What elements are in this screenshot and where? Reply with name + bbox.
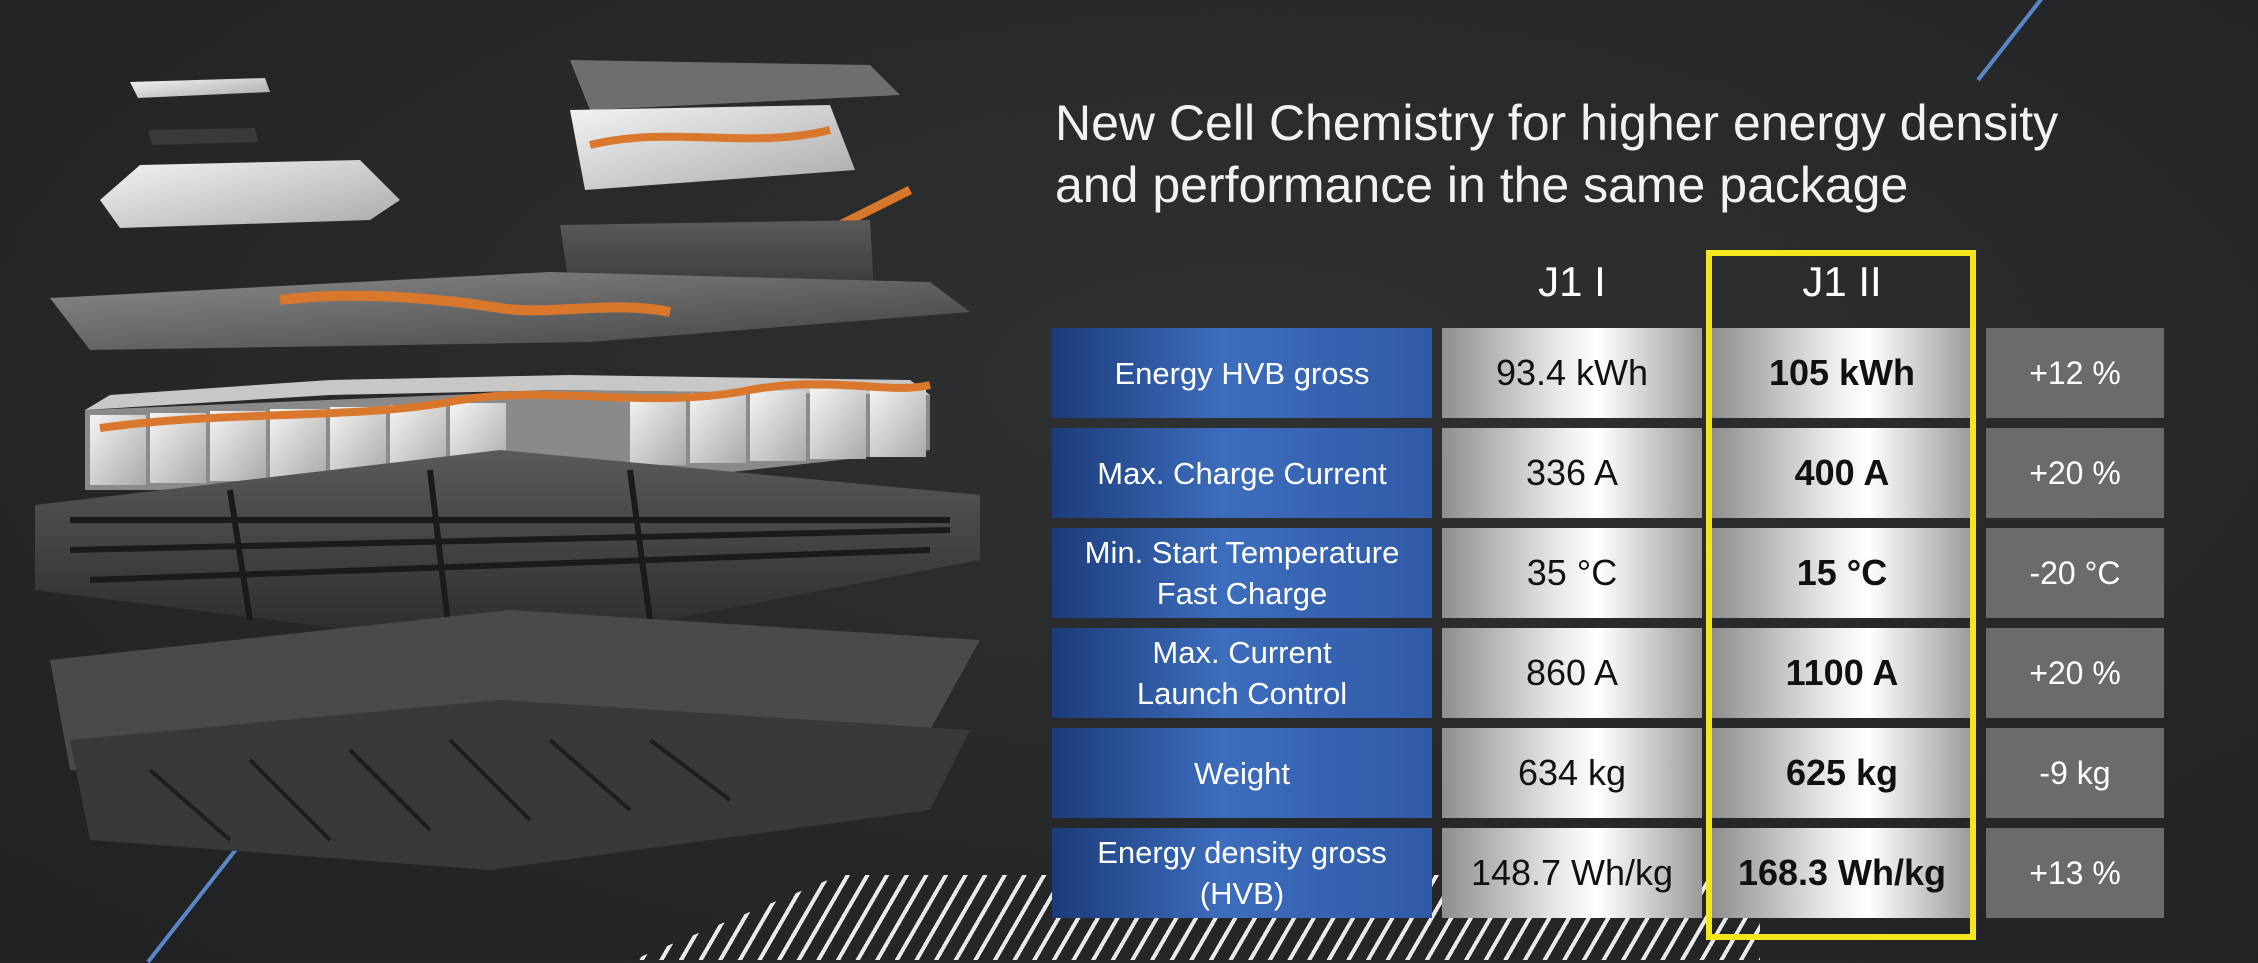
cell-j1ii-weight: 625 kg [1712,728,1972,818]
row-label-max-current-launch-control: Max. Current Launch Control [1052,628,1432,718]
row-label-line-1: Max. Current [1152,635,1332,670]
cell-delta-start-temperature: -20 °C [1986,528,2164,618]
battery-pack-exploded-illustration [35,60,980,870]
cell-j1ii-charge-current: 400 A [1712,428,1972,518]
row-label-line-1: Energy HVB gross [1114,355,1370,391]
row-label-line-2: Launch Control [1136,676,1348,711]
cell-j1i-charge-current: 336 A [1442,428,1702,518]
row-label-line-1: Max. Charge Current [1097,455,1387,491]
column-header-j1i: J1 I [1538,258,1606,305]
cell-j1i-energy-density: 148.7 Wh/kg [1442,828,1702,918]
cell-j1ii-start-temperature: 15 °C [1712,528,1972,618]
row-label-weight: Weight [1052,728,1432,818]
cell-j1i-launch-current: 860 A [1442,628,1702,718]
slide-title: New Cell Chemistry for higher energy den… [1055,92,2205,216]
row-label-max-charge-current: Max. Charge Current [1052,428,1432,518]
row-label-line-1: Weight [1194,755,1290,791]
cell-delta-launch-current: +20 % [1986,628,2164,718]
accent-line-top [1976,0,2054,82]
row-label-line-2: Fast Charge [1156,576,1328,611]
slide-title-line-2: and performance in the same package [1055,157,1909,213]
cell-j1ii-energy: 105 kWh [1712,328,1972,418]
cell-delta-energy: +12 % [1986,328,2164,418]
cell-j1ii-launch-current: 1100 A [1712,628,1972,718]
row-label-line-1: Min. Start Temperature [1084,535,1400,570]
row-label-energy-hvb-gross: Energy HVB gross [1052,328,1432,418]
cell-delta-weight: -9 kg [1986,728,2164,818]
row-label-energy-density-gross: Energy density gross (HVB) [1052,828,1432,918]
row-label-line-2: (HVB) [1199,876,1285,911]
row-label-line-1: Energy density gross [1097,835,1387,870]
row-label-min-start-temperature: Min. Start Temperature Fast Charge [1052,528,1432,618]
cell-j1i-weight: 634 kg [1442,728,1702,818]
slide-title-line-1: New Cell Chemistry for higher energy den… [1055,95,2059,151]
cell-delta-energy-density: +13 % [1986,828,2164,918]
cell-j1i-energy: 93.4 kWh [1442,328,1702,418]
column-header-j1ii: J1 II [1802,258,1882,305]
cell-j1i-start-temperature: 35 °C [1442,528,1702,618]
cell-delta-charge-current: +20 % [1986,428,2164,518]
cell-j1ii-energy-density: 168.3 Wh/kg [1712,828,1972,918]
